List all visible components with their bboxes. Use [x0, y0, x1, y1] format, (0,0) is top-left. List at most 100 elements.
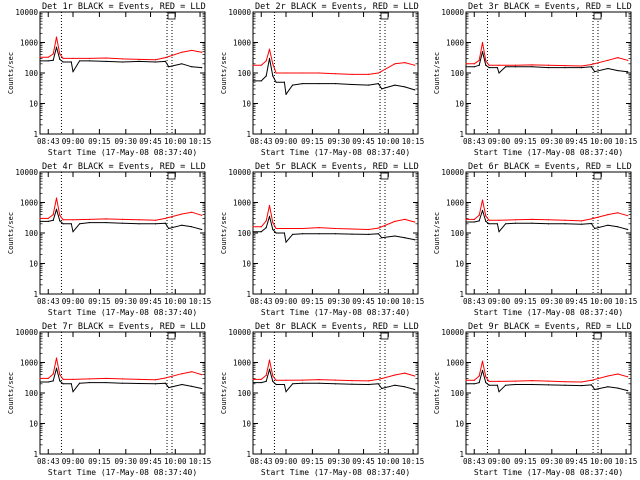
x-axis-label: Start Time (17-May-08 08:37:40)	[261, 148, 410, 157]
series-lld-point	[498, 380, 500, 383]
series-lld-point	[531, 218, 533, 220]
series-events-point	[505, 384, 507, 386]
series-lld-point	[607, 59, 609, 61]
series-events-point	[201, 228, 203, 231]
x-tick-label: 10:15	[189, 297, 212, 306]
y-tick-label: 1000	[20, 359, 39, 368]
series-lld-point	[481, 199, 484, 201]
series-events-point	[105, 381, 107, 384]
chart-title: Det 9r BLACK = Events, RED = LLD	[468, 322, 632, 332]
marker-box	[167, 332, 176, 340]
x-tick-label: 09:45	[139, 297, 162, 306]
x-tick-label: 09:00	[275, 137, 298, 146]
series-lld-point	[465, 379, 467, 381]
series-events-point	[79, 382, 81, 384]
series-lld-point	[272, 221, 274, 224]
series-lld-point	[52, 53, 54, 55]
series-lld-point	[252, 226, 254, 228]
series-lld-point	[301, 227, 304, 230]
series-events-point	[627, 228, 629, 231]
series-lld-point	[514, 219, 517, 221]
series-lld-point	[531, 380, 533, 382]
x-tick-label: 09:00	[62, 137, 85, 146]
series-events-point	[381, 237, 383, 239]
series-events-point	[70, 383, 72, 385]
y-tick-label: 1	[459, 290, 464, 299]
series-events-line	[466, 209, 628, 233]
x-tick-label: 10:15	[615, 457, 638, 466]
series-lld-point	[39, 377, 41, 380]
series-events-point	[617, 226, 619, 228]
series-events-point	[252, 381, 254, 384]
series-lld-point	[275, 227, 277, 230]
series-lld-point	[191, 211, 193, 213]
series-lld-point	[72, 57, 74, 60]
series-lld-line	[466, 199, 628, 222]
series-lld-point	[590, 379, 593, 381]
series-events-point	[252, 80, 254, 82]
series-events-point	[488, 223, 490, 225]
series-lld-point	[260, 378, 262, 380]
series-events-point	[154, 223, 157, 225]
series-lld-point	[39, 56, 41, 58]
series-events-point	[580, 223, 583, 225]
series-events-point	[505, 223, 507, 225]
series-lld-point	[138, 378, 140, 380]
series-lld-point	[154, 379, 157, 381]
series-lld-point	[377, 227, 379, 229]
series-lld-point	[164, 56, 166, 59]
series-lld-point	[62, 57, 64, 60]
series-events-point	[485, 381, 487, 384]
x-tick-label: 10:00	[377, 297, 400, 306]
series-lld-point	[105, 377, 107, 380]
series-events-point	[181, 224, 183, 226]
series-events-point	[498, 391, 500, 393]
series-events-point	[252, 231, 254, 233]
series-lld-point	[617, 56, 619, 59]
series-events-point	[531, 222, 533, 224]
series-events-point	[547, 384, 550, 386]
series-lld-point	[47, 377, 49, 380]
series-events-point	[594, 71, 596, 73]
series-events-point	[292, 233, 294, 235]
series-events-point	[105, 221, 107, 224]
series-events-point	[394, 235, 396, 237]
x-tick-label: 09:30	[541, 137, 564, 146]
chart-panel-det-2: Det 2r BLACK = Events, RED = LLD 1 10 100 10…	[220, 2, 424, 157]
series-events-point	[334, 233, 337, 235]
x-tick-label: 10:00	[377, 137, 400, 146]
y-tick-label: 1000	[446, 359, 465, 368]
series-lld-point	[301, 379, 304, 381]
series-lld-point	[59, 374, 61, 376]
y-tick-label: 10000	[441, 8, 464, 17]
series-lld-point	[627, 376, 629, 378]
series-events-point	[154, 61, 157, 63]
y-axis-label: Counts/sec	[433, 372, 441, 414]
y-tick-label: 10	[242, 260, 252, 269]
y-tick-label: 1000	[446, 199, 465, 208]
series-events-point	[260, 80, 262, 82]
y-tick-label: 10000	[228, 328, 251, 337]
series-lld-line	[466, 42, 628, 67]
x-tick-label: 10:15	[402, 137, 425, 146]
x-tick-label: 08:43	[463, 297, 486, 306]
y-axis-label: Counts/sec	[7, 372, 15, 414]
y-tick-label: 100	[24, 389, 38, 398]
series-lld-point	[377, 72, 379, 74]
series-lld-point	[72, 378, 74, 380]
x-tick-label: 10:15	[615, 297, 638, 306]
y-tick-label: 1	[459, 130, 464, 139]
series-events-point	[59, 58, 61, 60]
series-events-point	[547, 223, 550, 225]
x-tick-label: 10:00	[590, 137, 613, 146]
series-lld-point	[201, 51, 203, 53]
series-lld-point	[547, 219, 550, 221]
x-tick-label: 08:43	[250, 297, 273, 306]
series-events-point	[260, 231, 262, 233]
series-events-point	[121, 61, 124, 63]
x-tick-label: 09:15	[514, 457, 537, 466]
series-events-point	[481, 369, 484, 372]
series-events-point	[473, 221, 475, 223]
series-events-point	[381, 387, 383, 390]
chart-panel-det-7: Det 7r BLACK = Events, RED = LLD 1 10 100 10…	[7, 322, 211, 477]
